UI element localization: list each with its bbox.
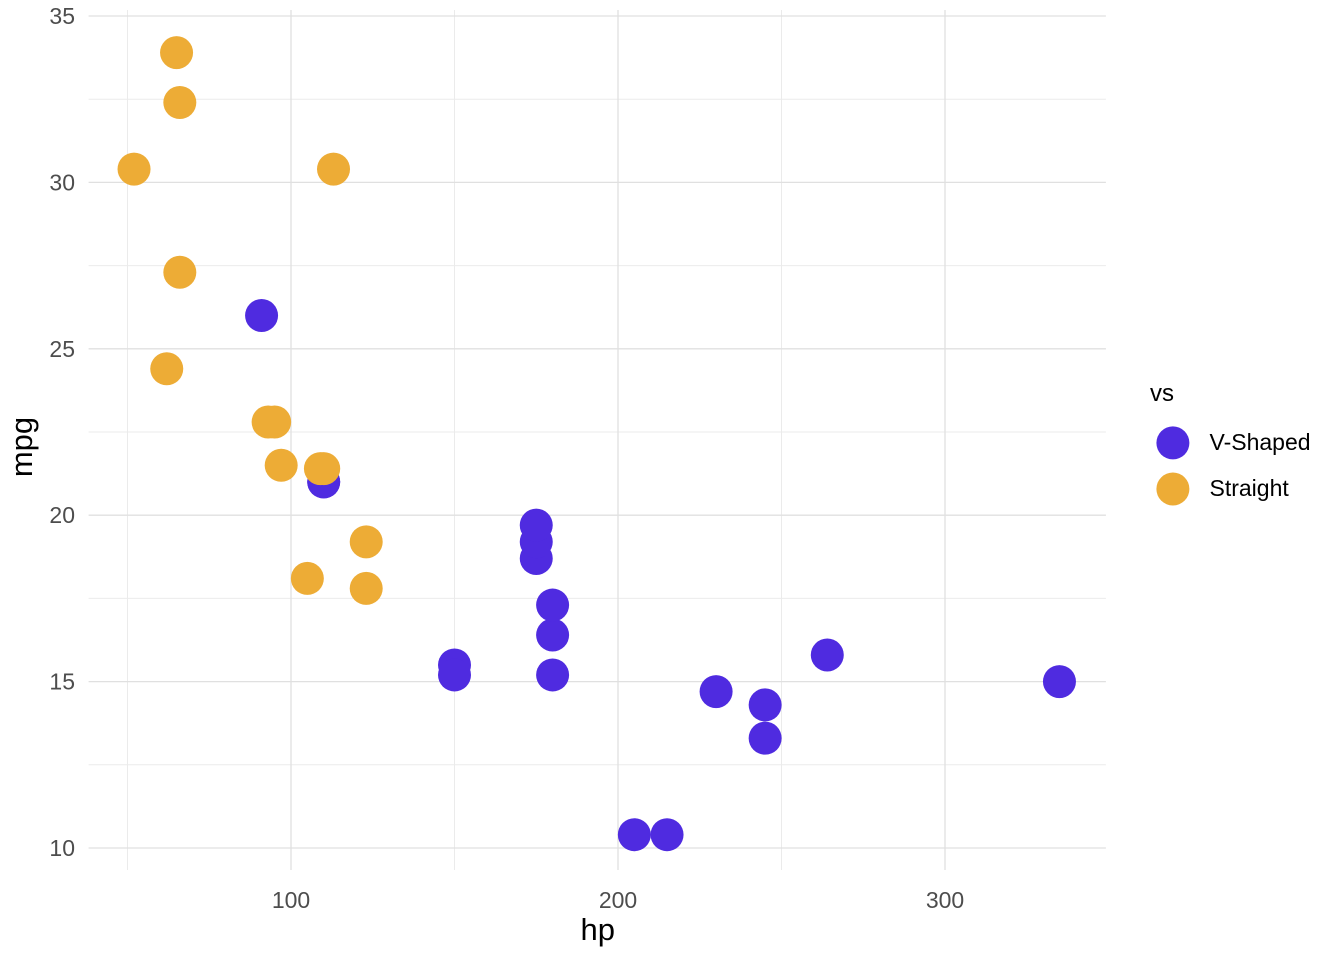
svg-text:Straight: Straight: [1210, 475, 1290, 501]
svg-text:30: 30: [49, 169, 75, 195]
svg-text:15: 15: [49, 669, 75, 695]
svg-text:20: 20: [49, 502, 75, 528]
svg-text:35: 35: [49, 3, 75, 29]
svg-text:10: 10: [49, 835, 75, 861]
svg-text:25: 25: [49, 336, 75, 362]
svg-text:100: 100: [272, 887, 310, 913]
svg-text:300: 300: [926, 887, 964, 913]
svg-text:V-Shaped: V-Shaped: [1210, 429, 1311, 455]
svg-text:vs: vs: [1150, 380, 1174, 407]
svg-text:mpg: mpg: [4, 417, 39, 477]
svg-text:hp: hp: [580, 912, 614, 947]
svg-text:200: 200: [599, 887, 637, 913]
